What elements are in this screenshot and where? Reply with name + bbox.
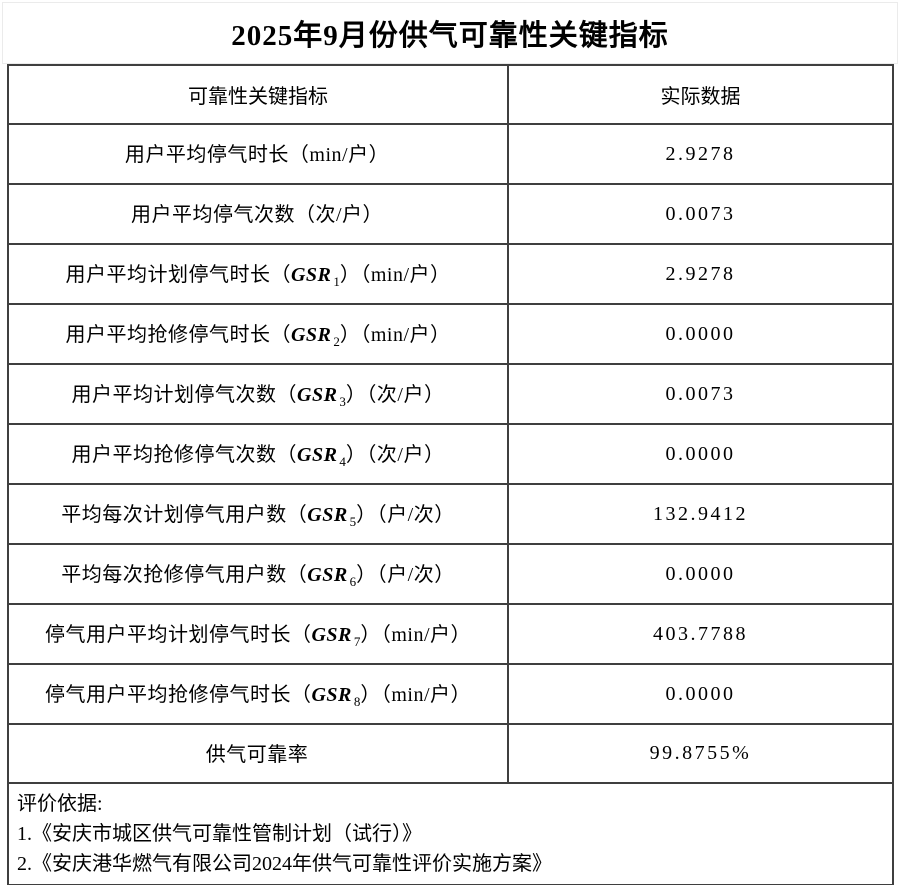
indicator-cell: 用户平均计划停气时长（GSR 1）（min/户） <box>7 243 509 305</box>
gsr-symbol: GSR <box>290 264 332 286</box>
indicator-value: 0.0073 <box>665 382 736 405</box>
gsr-symbol: GSR <box>307 504 348 526</box>
indicator-cell: 平均每次计划停气用户数（GSR 5）（户/次） <box>7 483 509 545</box>
indicator-value: 403.7788 <box>653 622 748 645</box>
indicator-label: 停气用户平均抢修停气时长（GSR 8）（min/户） <box>44 684 472 709</box>
table-row: 平均每次抢修停气用户数（GSR 6）（户/次） 0.0000 <box>7 543 894 605</box>
table-row: 用户平均停气时长（min/户） 2.9278 <box>7 123 894 185</box>
gsr-subscript: 6 <box>349 574 357 589</box>
indicator-label: 用户平均抢修停气时长（GSR 2）（min/户） <box>65 324 451 349</box>
column-header-indicator: 可靠性关键指标 <box>7 64 509 125</box>
indicator-cell: 平均每次抢修停气用户数（GSR 6）（户/次） <box>7 543 509 605</box>
indicator-label: 平均每次计划停气用户数（GSR 5）（户/次） <box>61 504 455 529</box>
table-row: 供气可靠率 99.8755% <box>7 723 894 784</box>
gsr-subscript: 7 <box>353 634 361 649</box>
indicator-cell: 停气用户平均抢修停气时长（GSR 8）（min/户） <box>7 663 509 725</box>
value-cell: 403.7788 <box>507 603 894 665</box>
gsr-symbol: GSR <box>290 324 332 346</box>
indicator-cell: 用户平均停气次数（次/户） <box>7 183 509 245</box>
table-row: 平均每次计划停气用户数（GSR 5）（户/次） 132.9412 <box>7 483 894 545</box>
indicator-value: 0.0000 <box>665 682 736 705</box>
table-row: 用户平均抢修停气时长（GSR 2）（min/户） 0.0000 <box>7 303 894 365</box>
table-row: 停气用户平均抢修停气时长（GSR 8）（min/户） 0.0000 <box>7 663 894 725</box>
value-cell: 2.9278 <box>507 123 894 185</box>
footer-heading: 评价依据: <box>17 793 103 815</box>
indicator-cell: 供气可靠率 <box>7 723 509 784</box>
gsr-subscript: 4 <box>339 454 346 469</box>
indicator-cell: 停气用户平均计划停气时长（GSR 7）（min/户） <box>7 603 509 665</box>
value-cell: 0.0073 <box>507 183 894 245</box>
indicator-label: 用户平均计划停气时长（GSR 1）（min/户） <box>65 264 451 289</box>
title-box: 2025年9月份供气可靠性关键指标 <box>2 2 898 64</box>
table-row: 用户平均计划停气时长（GSR 1）（min/户） 2.9278 <box>7 243 894 305</box>
indicator-value: 2.9278 <box>665 262 736 285</box>
value-cell: 99.8755% <box>507 723 894 784</box>
footer-row: 评价依据: 1.《安庆市城区供气可靠性管制计划（试行）》 2.《安庆港华燃气有限… <box>7 782 894 885</box>
indicator-value: 0.0000 <box>665 442 736 465</box>
gsr-symbol: GSR <box>311 684 352 706</box>
page-title: 2025年9月份供气可靠性关键指标 <box>231 20 669 52</box>
indicator-value: 132.9412 <box>653 502 748 525</box>
gsr-symbol: GSR <box>297 384 338 406</box>
indicator-value: 0.0000 <box>665 322 736 345</box>
gsr-subscript: 8 <box>353 694 361 709</box>
indicator-cell: 用户平均抢修停气次数（GSR 4）（次/户） <box>7 423 509 485</box>
indicator-label: 停气用户平均计划停气时长（GSR 7）（min/户） <box>44 624 472 649</box>
table-row: 用户平均计划停气次数（GSR 3）（次/户） 0.0073 <box>7 363 894 425</box>
gsr-subscript: 1 <box>333 274 340 289</box>
gsr-symbol: GSR <box>311 624 352 646</box>
indicator-cell: 用户平均停气时长（min/户） <box>7 123 509 185</box>
indicator-label: 供气可靠率 <box>205 743 309 766</box>
indicator-value: 99.8755% <box>649 742 752 764</box>
indicator-value: 0.0073 <box>665 202 736 225</box>
gsr-symbol: GSR <box>297 444 338 466</box>
header-row: 可靠性关键指标 实际数据 <box>7 64 894 125</box>
indicator-cell: 用户平均计划停气次数（GSR 3）（次/户） <box>7 363 509 425</box>
gsr-subscript: 5 <box>349 514 357 529</box>
gsr-symbol: GSR <box>307 564 348 586</box>
value-cell: 0.0073 <box>507 363 894 425</box>
value-cell: 132.9412 <box>507 483 894 545</box>
value-cell: 0.0000 <box>507 663 894 725</box>
value-cell: 2.9278 <box>507 243 894 305</box>
indicator-cell: 用户平均抢修停气时长（GSR 2）（min/户） <box>7 303 509 365</box>
indicator-value: 2.9278 <box>665 142 736 165</box>
table-row: 用户平均停气次数（次/户） 0.0073 <box>7 183 894 245</box>
footer-cell: 评价依据: 1.《安庆市城区供气可靠性管制计划（试行）》 2.《安庆港华燃气有限… <box>7 782 894 885</box>
indicator-value: 0.0000 <box>665 562 736 585</box>
footer-reference-2: 2.《安庆港华燃气有限公司2024年供气可靠性评价实施方案》 <box>17 853 552 875</box>
indicator-label: 用户平均抢修停气次数（GSR 4）（次/户） <box>71 444 445 469</box>
table-row: 用户平均抢修停气次数（GSR 4）（次/户） 0.0000 <box>7 423 894 485</box>
indicators-table: 可靠性关键指标 实际数据 用户平均停气时长（min/户） 2.9278 用户平均… <box>7 64 894 885</box>
gsr-subscript: 2 <box>333 334 340 349</box>
column-header-value: 实际数据 <box>507 64 894 125</box>
footer-reference-1: 1.《安庆市城区供气可靠性管制计划（试行）》 <box>17 823 422 845</box>
gsr-subscript: 3 <box>339 394 346 409</box>
indicator-label: 用户平均停气次数（次/户） <box>130 204 384 226</box>
table-row: 停气用户平均计划停气时长（GSR 7）（min/户） 403.7788 <box>7 603 894 665</box>
value-cell: 0.0000 <box>507 303 894 365</box>
value-cell: 0.0000 <box>507 423 894 485</box>
indicator-label: 平均每次抢修停气用户数（GSR 6）（户/次） <box>61 564 455 589</box>
indicator-label: 用户平均停气时长（min/户） <box>124 144 390 166</box>
value-cell: 0.0000 <box>507 543 894 605</box>
indicator-label: 用户平均计划停气次数（GSR 3）（次/户） <box>71 384 445 409</box>
